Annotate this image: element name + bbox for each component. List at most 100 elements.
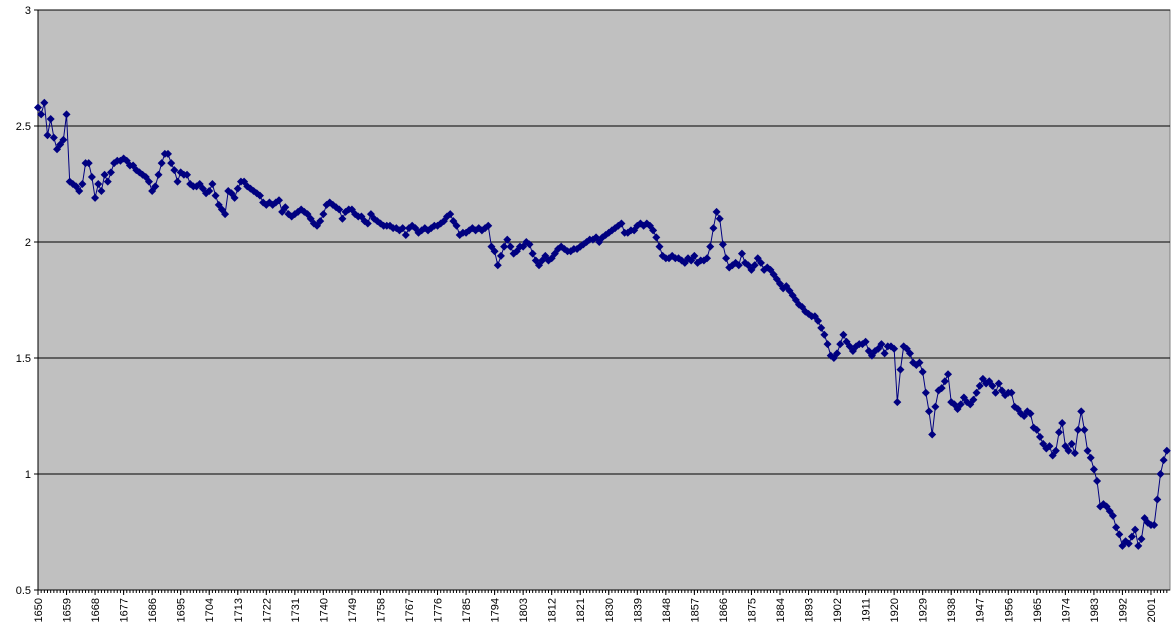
x-tick-label: 1848 — [661, 598, 673, 622]
x-tick-label: 1983 — [1089, 598, 1101, 622]
x-tick-label: 1650 — [33, 598, 45, 622]
data-point — [756, 258, 765, 267]
data-point — [817, 323, 826, 332]
data-point — [78, 180, 87, 188]
data-point — [221, 210, 230, 219]
data-point — [737, 249, 746, 258]
data-point — [1045, 442, 1054, 451]
data-point — [972, 388, 981, 397]
x-tick-label: 1830 — [604, 598, 616, 622]
x-tick-label: 1839 — [632, 598, 644, 622]
x-tick-label: 1821 — [575, 598, 587, 622]
x-tick-label: 1857 — [689, 598, 701, 622]
data-point — [1162, 446, 1171, 455]
data-point — [706, 242, 715, 251]
data-point — [1159, 456, 1168, 465]
data-point — [1064, 446, 1073, 455]
data-point — [363, 219, 372, 228]
data-point — [921, 388, 930, 397]
data-point — [97, 186, 106, 195]
data-point — [151, 182, 160, 191]
x-tick-label: 1740 — [318, 598, 330, 622]
data-point — [836, 340, 845, 349]
data-point — [211, 191, 220, 200]
data-point — [734, 261, 743, 270]
data-point — [484, 221, 493, 230]
data-point — [144, 177, 153, 186]
data-point — [823, 340, 832, 349]
data-point — [893, 398, 902, 407]
data-point — [183, 170, 192, 179]
x-tick-label: 1920 — [889, 598, 901, 622]
data-point — [718, 240, 727, 249]
data-point — [233, 184, 242, 193]
x-tick-label: 1812 — [547, 598, 559, 622]
plot-area — [37, 9, 1171, 591]
data-point — [668, 251, 677, 260]
x-tick-label: 2001 — [1146, 598, 1158, 622]
data-point — [87, 173, 96, 182]
data-point — [655, 242, 664, 251]
data-point — [652, 233, 661, 242]
data-point — [37, 110, 46, 119]
x-tick-label: 1929 — [918, 598, 930, 622]
y-tick-label: 0.5 — [16, 585, 31, 597]
data-point — [103, 177, 112, 186]
data-point — [493, 261, 502, 270]
data-point — [43, 131, 52, 140]
data-point — [170, 166, 179, 175]
data-point — [1016, 409, 1025, 418]
data-point — [46, 115, 55, 124]
data-point — [1032, 425, 1041, 434]
data-point — [905, 349, 914, 358]
data-point — [658, 251, 667, 260]
x-tick-label: 1776 — [433, 598, 445, 622]
x-tick-label: 1992 — [1117, 598, 1129, 622]
data-point — [750, 261, 759, 270]
data-point — [1083, 446, 1092, 455]
data-point — [1089, 465, 1098, 474]
x-tick-label: 1956 — [1003, 598, 1015, 622]
data-point — [401, 231, 410, 240]
data-point — [617, 219, 626, 228]
data-point — [34, 103, 42, 112]
data-point — [988, 381, 997, 390]
data-point — [1156, 470, 1165, 478]
data-point — [205, 186, 214, 195]
data-point — [62, 110, 71, 119]
data-point — [896, 365, 905, 374]
data-point — [991, 388, 1000, 397]
x-tick-label: 1911 — [861, 598, 873, 622]
data-point — [915, 358, 924, 367]
x-tick-label: 1947 — [975, 598, 987, 622]
data-point — [1131, 525, 1140, 534]
data-point — [820, 330, 829, 339]
data-point — [208, 180, 217, 188]
data-point — [157, 159, 166, 168]
data-point — [956, 400, 965, 409]
data-point — [173, 177, 182, 186]
x-tick-label: 1974 — [1060, 598, 1072, 622]
data-point — [490, 247, 499, 256]
data-point — [1055, 428, 1064, 437]
data-point — [712, 207, 721, 216]
data-point — [690, 251, 699, 260]
data-point — [931, 402, 940, 411]
x-tick-label: 1767 — [404, 598, 416, 622]
data-point — [1051, 446, 1060, 455]
data-point — [709, 224, 718, 233]
data-point — [703, 254, 712, 263]
data-point — [1058, 418, 1067, 427]
data-point — [715, 214, 724, 223]
data-point — [1153, 495, 1162, 504]
data-point — [452, 221, 461, 230]
data-point — [1150, 521, 1159, 530]
data-point — [100, 170, 109, 179]
data-point — [918, 367, 927, 376]
data-point — [154, 170, 163, 179]
data-point — [1077, 407, 1086, 416]
data-point — [1026, 409, 1035, 418]
data-point — [1070, 449, 1079, 458]
data-point — [975, 381, 984, 390]
data-point — [528, 249, 537, 258]
